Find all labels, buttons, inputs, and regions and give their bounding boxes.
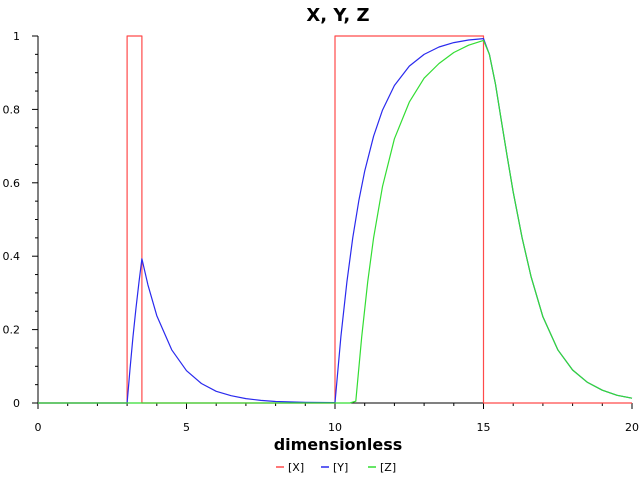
x-tick-label: 0	[35, 421, 42, 434]
x-tick-label: 5	[183, 421, 190, 434]
axes: 0 5 10 15 20 0 0.2 0.4 0.6 0.8 1	[3, 30, 640, 434]
y-tick-label: 0.8	[3, 103, 21, 116]
y-tick-label: 0.6	[3, 177, 21, 190]
x-tick-label: 10	[328, 421, 342, 434]
y-tick-label: 0.4	[3, 250, 21, 263]
legend-label-z: [Z]	[380, 461, 396, 474]
y-tick-label: 0.2	[3, 324, 21, 337]
x-tick-label: 20	[625, 421, 639, 434]
series-layer	[38, 36, 632, 403]
series-line-x	[38, 36, 632, 403]
x-tick-label: 15	[477, 421, 491, 434]
legend: [X] [Y] [Z]	[276, 461, 396, 474]
legend-label-y: [Y]	[333, 461, 348, 474]
chart-title: X, Y, Z	[306, 5, 369, 26]
y-tick-label: 1	[13, 30, 20, 43]
legend-label-x: [X]	[288, 461, 304, 474]
y-tick-label: 0	[13, 397, 20, 410]
x-axis-label: dimensionless	[274, 435, 403, 454]
